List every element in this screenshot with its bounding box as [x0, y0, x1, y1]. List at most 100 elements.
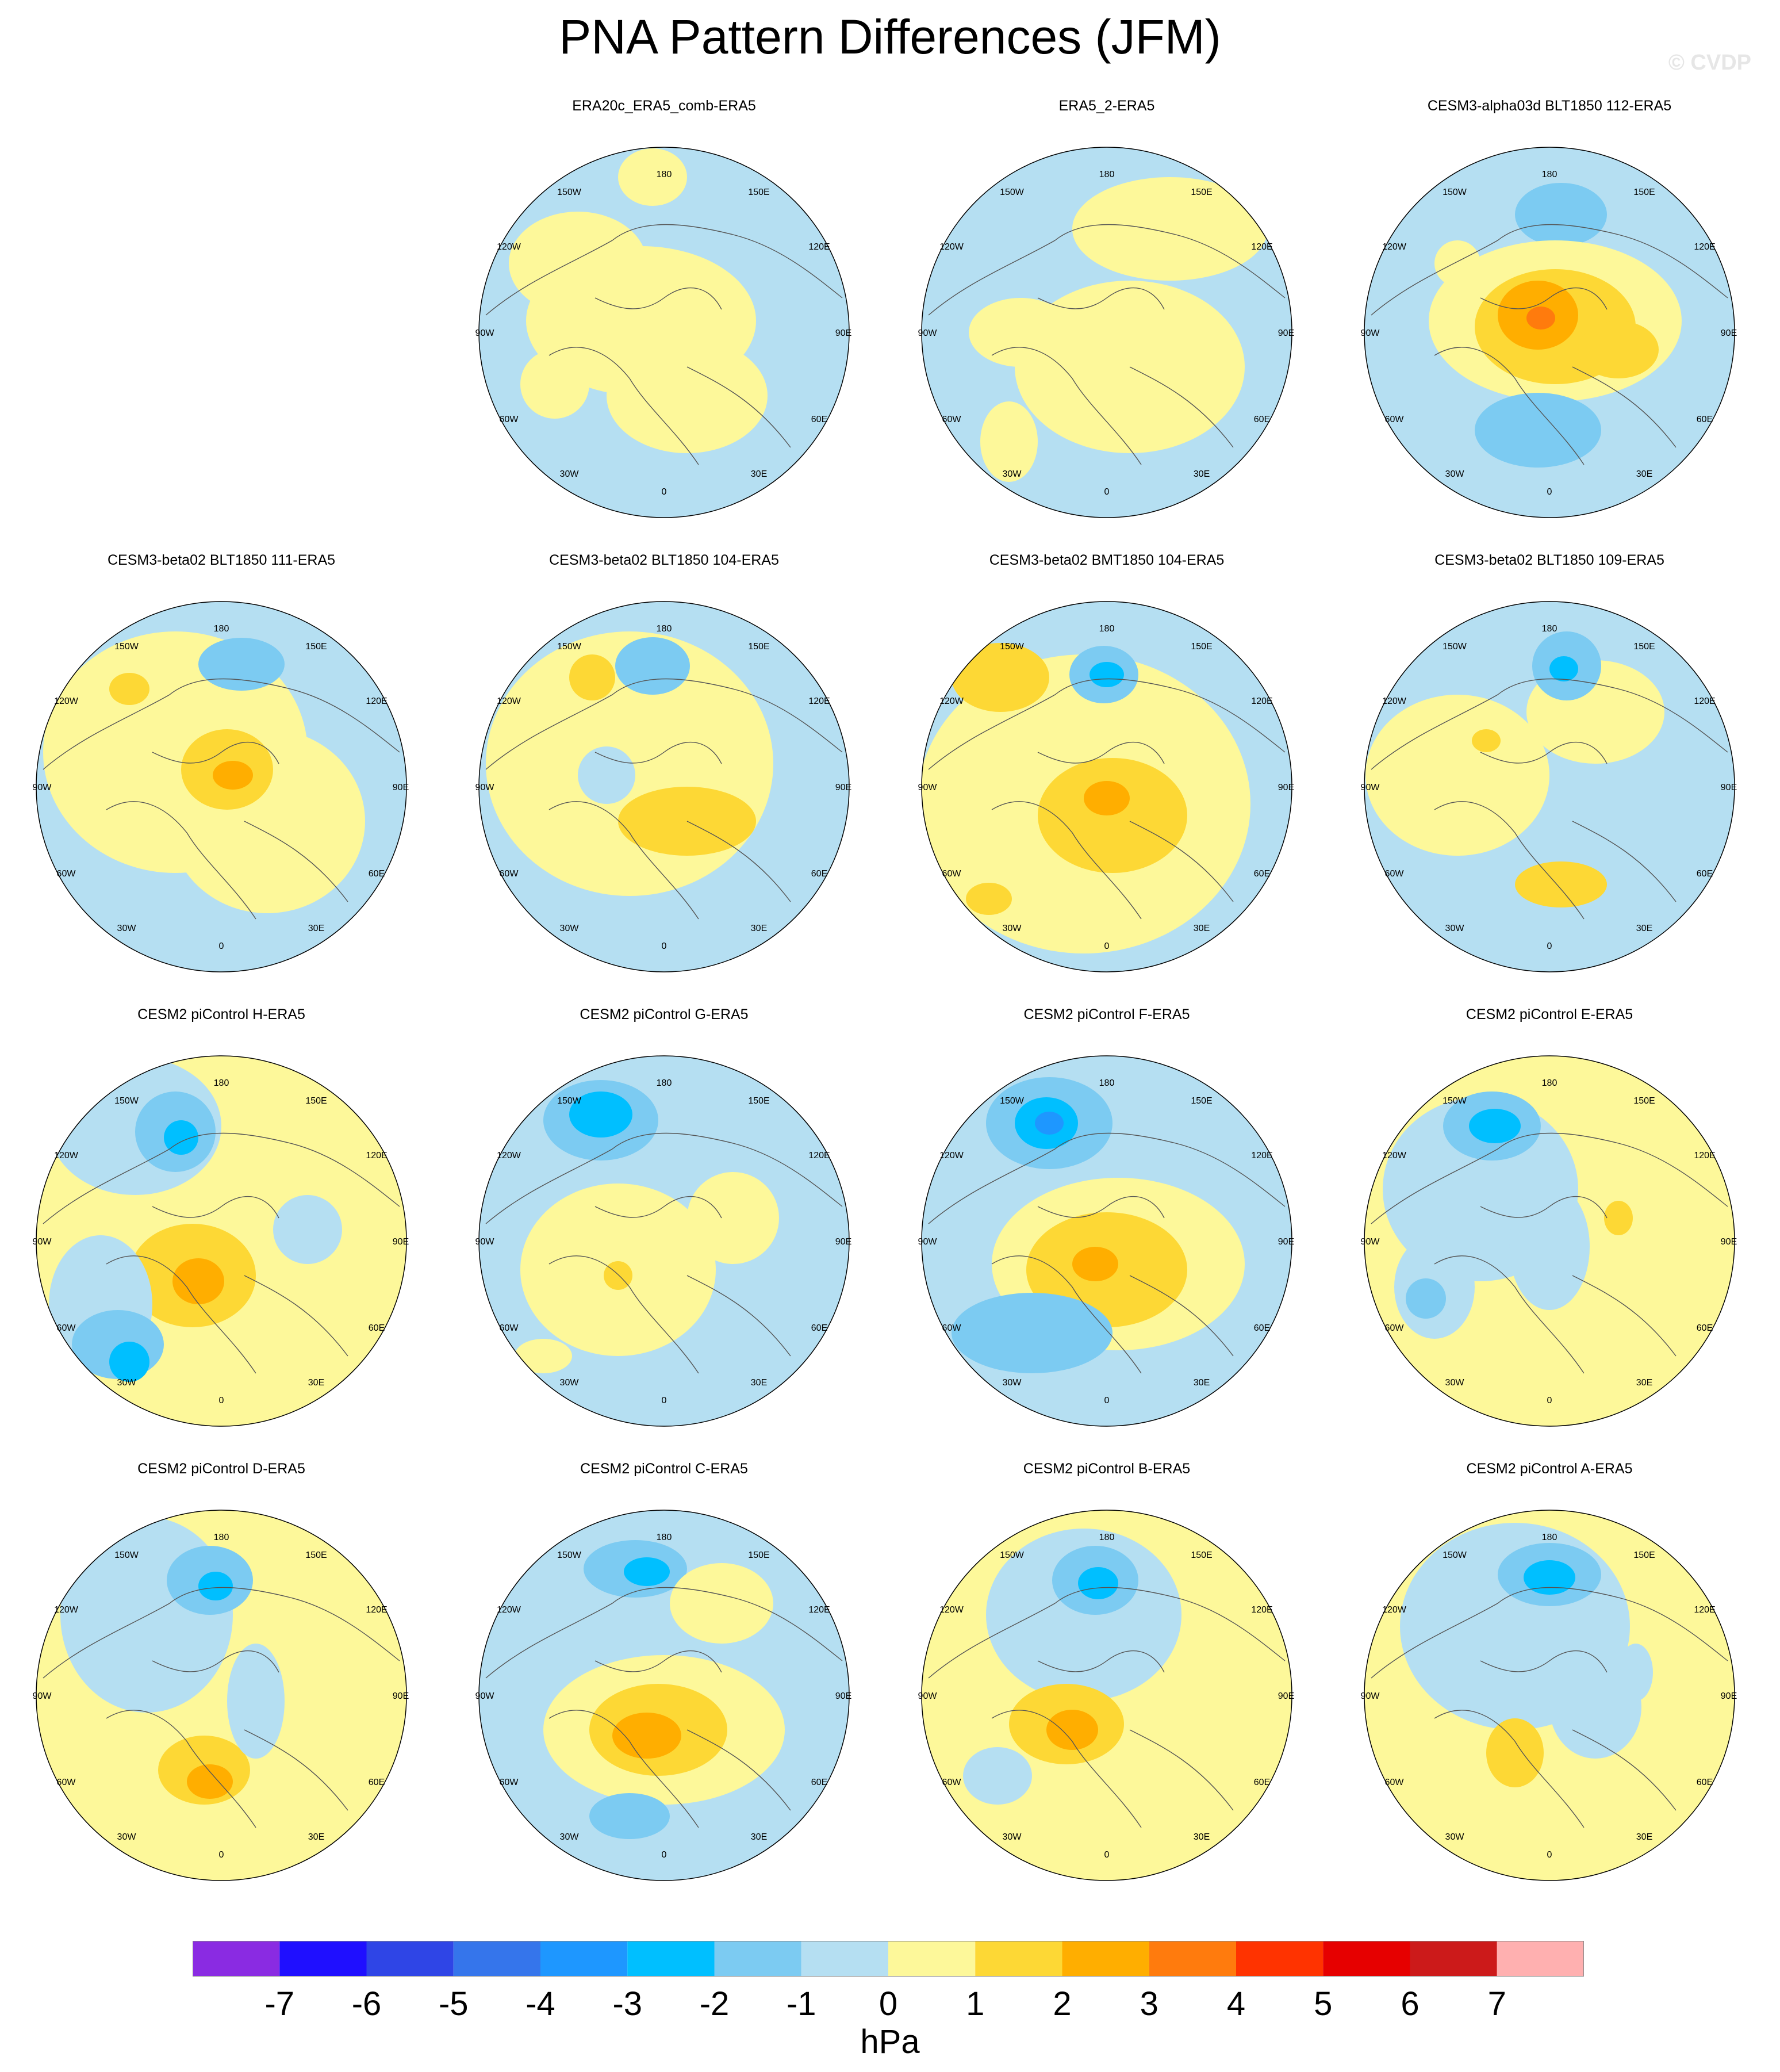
longitude-label: 150E	[305, 1550, 327, 1560]
longitude-label: 90E	[835, 328, 851, 338]
coastline	[43, 1132, 400, 1374]
longitude-label: 150E	[748, 1550, 769, 1560]
longitude-label: 0	[1547, 1396, 1552, 1405]
longitude-label: 120E	[1251, 1605, 1272, 1615]
coastline	[928, 678, 1286, 920]
longitude-label: 180	[1542, 170, 1557, 179]
longitude-label: 150E	[1633, 642, 1655, 652]
longitude-label: 120E	[1694, 1605, 1715, 1615]
longitude-label: 60W	[942, 1323, 962, 1333]
polar-stereographic-map: 180 150E 120E 90E 60E 30E 0 30W 60W 90W 120W 150W	[475, 1055, 851, 1427]
longitude-label: 30W	[560, 924, 580, 933]
coastline	[43, 678, 400, 920]
map-panel: ERA20c_ERA5_comb-ERA5 180 150E 120E 90E 60E 30…	[443, 97, 885, 551]
map-boundary	[921, 601, 1292, 972]
colorbar-swatch	[888, 1941, 976, 1977]
colorbar-tick-label: 7	[1487, 1985, 1506, 2023]
coastline	[1371, 678, 1728, 920]
longitude-label: 60E	[369, 869, 385, 879]
panel-title: ERA5_2-ERA5	[1058, 98, 1155, 114]
longitude-label: 60E	[811, 1323, 827, 1333]
panel-title: CESM2 piControl H-ERA5	[137, 1006, 305, 1022]
map-boundary	[478, 1510, 850, 1881]
map-boundary	[921, 1510, 1292, 1881]
longitude-label: 120W	[939, 696, 964, 706]
polar-stereographic-map: 180 150E 120E 90E 60E 30E 0 30W 60W 90W 120W 150W	[918, 601, 1294, 972]
longitude-label: 90W	[918, 783, 938, 792]
longitude-label: 120W	[54, 696, 79, 706]
colorbar-tick-label: -1	[786, 1985, 816, 2023]
anomaly-field	[479, 147, 849, 518]
longitude-label: 150E	[1191, 1550, 1212, 1560]
longitude-label: 60W	[942, 415, 962, 424]
longitude-label: 120W	[497, 1151, 521, 1161]
anomaly-field	[1364, 1510, 1735, 1880]
longitude-label: 30W	[117, 924, 137, 933]
map-panel: CESM2 piControl B-ERA5 180 150E 120E 90E 60E 3…	[885, 1460, 1328, 1914]
map-panel: CESM2 piControl H-ERA5 180 150E 120E 90E 60E 3…	[0, 1005, 443, 1460]
colorbar-swatch	[975, 1941, 1062, 1977]
longitude-label: 150W	[1000, 642, 1025, 652]
longitude-label: 30W	[1003, 1378, 1022, 1388]
polar-stereographic-map: 180 150E 120E 90E 60E 30E 0 30W 60W 90W 120W 150W	[918, 147, 1294, 518]
map-panel: CESM3-beta02 BLT1850 111-ERA5 180 150E 120E…	[0, 551, 443, 1005]
colorbar-tick-label: -4	[525, 1985, 555, 2023]
longitude-label: 90E	[393, 1691, 409, 1701]
colorbar-swatch	[1062, 1941, 1149, 1977]
longitude-label: 120E	[808, 1151, 830, 1161]
longitude-label: 180	[214, 1533, 229, 1542]
panel-title: CESM3-beta02 BMT1850 104-ERA5	[989, 552, 1225, 568]
longitude-label: 60E	[811, 415, 827, 424]
colorbar-tick-label: 1	[966, 1985, 985, 2023]
map-panel: CESM3-alpha03d BLT1850 112-ERA5 180 150E 12…	[1328, 97, 1771, 551]
map-boundary	[1364, 601, 1735, 972]
longitude-label: 60W	[500, 415, 519, 424]
longitude-label: 60W	[942, 1778, 962, 1787]
longitude-label: 30W	[1445, 469, 1465, 479]
longitude-label: 30E	[1636, 1378, 1652, 1388]
panel-title: CESM3-beta02 BLT1850 104-ERA5	[549, 552, 779, 568]
longitude-label: 0	[1104, 941, 1110, 951]
longitude-label: 120E	[1251, 696, 1272, 706]
colorbar	[193, 1941, 1584, 1977]
longitude-label: 150E	[748, 642, 769, 652]
coastline	[1371, 224, 1728, 465]
longitude-label: 30E	[1194, 469, 1210, 479]
longitude-label: 120E	[366, 1605, 387, 1615]
longitude-label: 120W	[1382, 242, 1407, 252]
longitude-label: 120W	[1382, 1151, 1407, 1161]
longitude-label: 150W	[1000, 1096, 1025, 1106]
coastline	[485, 224, 843, 465]
longitude-label: 60E	[1697, 415, 1713, 424]
longitude-label: 30E	[1636, 924, 1652, 933]
panel-title: CESM2 piControl C-ERA5	[580, 1461, 748, 1477]
coastline	[1371, 1587, 1728, 1828]
anomaly-field	[1364, 147, 1735, 518]
longitude-label: 90E	[835, 1691, 851, 1701]
map-panel: CESM3-beta02 BMT1850 104-ERA5 180 150E 120E…	[885, 551, 1328, 1005]
colorbar-tick-label: 5	[1314, 1985, 1333, 2023]
coastline	[485, 1132, 843, 1374]
longitude-label: 120W	[497, 696, 521, 706]
longitude-label: 150E	[1191, 187, 1212, 197]
longitude-label: 30E	[1194, 1378, 1210, 1388]
longitude-label: 180	[214, 624, 229, 634]
colorbar-swatch	[193, 1941, 280, 1977]
anomaly-field	[36, 602, 406, 972]
anomaly-field	[479, 1056, 849, 1426]
longitude-label: 90E	[835, 1237, 851, 1247]
longitude-label: 90W	[475, 328, 495, 338]
longitude-label: 120W	[497, 242, 521, 252]
coastline	[485, 1587, 843, 1828]
longitude-label: 120W	[497, 1605, 521, 1615]
longitude-label: 120W	[939, 1151, 964, 1161]
longitude-label: 0	[662, 1850, 667, 1860]
panel-title: CESM2 piControl D-ERA5	[137, 1461, 305, 1477]
longitude-label: 150E	[1633, 187, 1655, 197]
colorbar-swatch	[1236, 1941, 1324, 1977]
longitude-label: 60W	[57, 1323, 76, 1333]
anomaly-field	[1364, 602, 1735, 972]
colorbar-swatch	[279, 1941, 367, 1977]
map-boundary	[478, 1055, 850, 1427]
longitude-label: 60W	[57, 869, 76, 879]
